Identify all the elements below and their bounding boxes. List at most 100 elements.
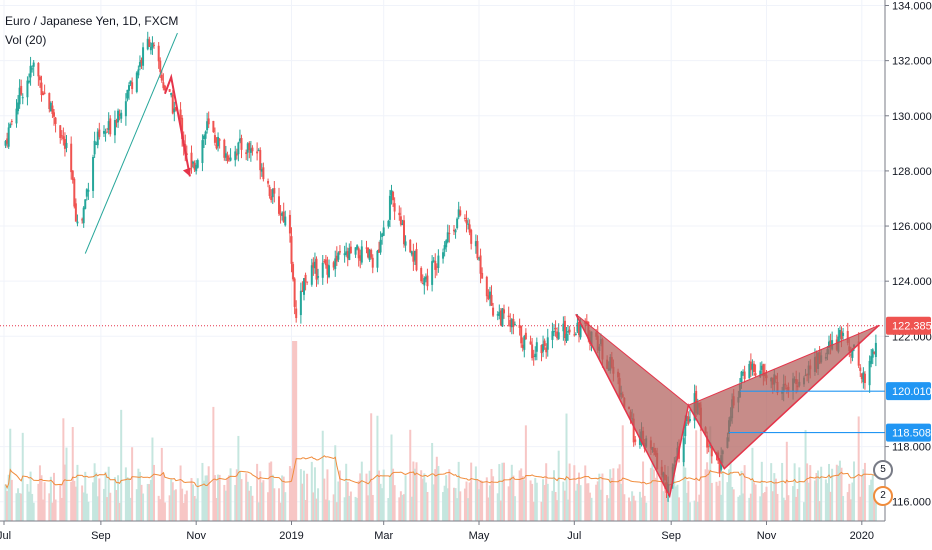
candle-body-157 — [346, 251, 349, 259]
volume-bar-16 — [38, 465, 41, 521]
candle-body-130 — [288, 214, 291, 234]
candle-body-207 — [456, 218, 459, 229]
volume-bar-283 — [621, 425, 624, 521]
candle-body-240 — [529, 341, 532, 345]
price-axis[interactable]: 134.000 132.000 130.000 128.000 126.000 124.0… — [884, 0, 932, 521]
volume-bar-155 — [343, 497, 346, 521]
volume-bar-312 — [685, 492, 688, 521]
volume-bar-299 — [656, 472, 659, 521]
candle-body-397 — [871, 349, 874, 358]
candle-body-185 — [409, 239, 412, 253]
price-tick-label-7: 118.000 — [892, 442, 931, 454]
volume-bar-370 — [813, 480, 816, 521]
volume-bar-18 — [42, 499, 45, 521]
candle-body-148 — [326, 264, 329, 275]
volume-bar-188 — [413, 468, 416, 521]
candle-body-239 — [524, 332, 527, 340]
volume-bar-22 — [51, 502, 54, 521]
candle-body-203 — [446, 232, 449, 243]
volume-bar-35 — [81, 485, 84, 521]
volume-bar-285 — [628, 497, 630, 521]
volume-bar-391 — [859, 496, 862, 521]
volume-bar-372 — [817, 470, 820, 521]
volume-bar-259 — [568, 463, 571, 521]
volume-bar-273 — [599, 489, 602, 521]
volume-bar-148 — [326, 469, 329, 521]
candle-body-39 — [87, 189, 90, 192]
volume-bar-143 — [315, 498, 318, 521]
volume-bar-58 — [129, 497, 132, 521]
volume-bar-104 — [229, 468, 232, 521]
time-tick-label-6: Jul — [567, 530, 581, 542]
candle-body-171 — [378, 249, 380, 253]
volume-bar-179 — [393, 485, 396, 521]
candle-body-259 — [568, 329, 571, 333]
candle-body-154 — [338, 251, 341, 253]
volume-bar-186 — [410, 496, 413, 521]
volume-bar-200 — [442, 492, 445, 521]
volume-bar-342 — [751, 447, 754, 521]
volume-bar-34 — [76, 464, 79, 521]
dividends-icon[interactable]: 2 — [873, 486, 893, 506]
candle-body-168 — [370, 249, 373, 258]
drawings — [0, 32, 885, 434]
candle-body-100 — [223, 139, 226, 158]
candle-body-202 — [445, 240, 448, 248]
volume-bar-25 — [59, 484, 62, 521]
price-tick-label-5: 124.000 — [892, 276, 932, 288]
candle-body-289 — [634, 439, 637, 442]
candle-body-219 — [481, 272, 484, 279]
candle-body-338 — [742, 372, 745, 374]
volume-bar-80 — [179, 465, 182, 521]
candle-body-15 — [37, 62, 40, 77]
volume-bar-294 — [645, 502, 648, 521]
candle-body-310 — [682, 438, 685, 463]
volume-bar-301 — [662, 491, 665, 521]
candle-body-261 — [574, 333, 577, 335]
volume-bar-37 — [84, 471, 87, 521]
candle-body-49 — [109, 118, 112, 135]
volume-bar-100 — [223, 484, 226, 521]
volume-bar-268 — [588, 492, 591, 521]
volume-bar-202 — [445, 475, 448, 521]
candle-body-35 — [81, 219, 84, 221]
candle-body-112 — [248, 142, 251, 151]
volume-bar-308 — [676, 484, 679, 521]
volume-bar-161 — [356, 498, 359, 521]
candle-body-218 — [479, 255, 482, 274]
volume-bar-51 — [115, 490, 118, 521]
volume-bar-271 — [596, 481, 599, 521]
time-tick-label-1: Sep — [91, 530, 111, 542]
candle-body-78 — [173, 108, 176, 113]
candle-body-314 — [688, 419, 691, 422]
candle-body-7 — [18, 87, 21, 105]
volume-bar-55 — [124, 467, 127, 521]
candle-body-188 — [413, 250, 416, 261]
volume-bar-135 — [299, 469, 302, 521]
candle-body-93 — [206, 121, 209, 131]
candle-body-64 — [142, 47, 145, 66]
symbol-title[interactable]: Euro / Japanese Yen, 1D, FXCM — [5, 14, 179, 28]
volume-bar-286 — [629, 501, 632, 521]
candle-body-55 — [124, 101, 127, 117]
candle-body-260 — [573, 334, 576, 336]
volume-bar-184 — [404, 475, 407, 521]
candle-body-394 — [863, 373, 866, 384]
candle-body-79 — [174, 107, 177, 111]
candle-body-19 — [43, 92, 46, 94]
volume-indicator-label[interactable]: Vol (20) — [5, 33, 47, 47]
bat-bd-line — [688, 324, 880, 406]
volume-bar-267 — [587, 483, 590, 521]
candle-body-220 — [485, 276, 488, 297]
volume-bar-44 — [98, 478, 101, 521]
candle-body-312 — [685, 416, 688, 422]
candle-body-343 — [753, 363, 755, 373]
candle-body-121 — [268, 186, 271, 197]
volume-bar-277 — [609, 469, 612, 521]
volume-bar-162 — [357, 480, 360, 521]
time-tick-label-8: Nov — [757, 530, 777, 542]
time-axis[interactable]: Jul Sep Nov 2019 Mar May Jul Sep Nov 2020 — [0, 520, 932, 550]
events-icon[interactable]: 5 — [873, 460, 893, 480]
volume-bar-201 — [443, 485, 446, 521]
